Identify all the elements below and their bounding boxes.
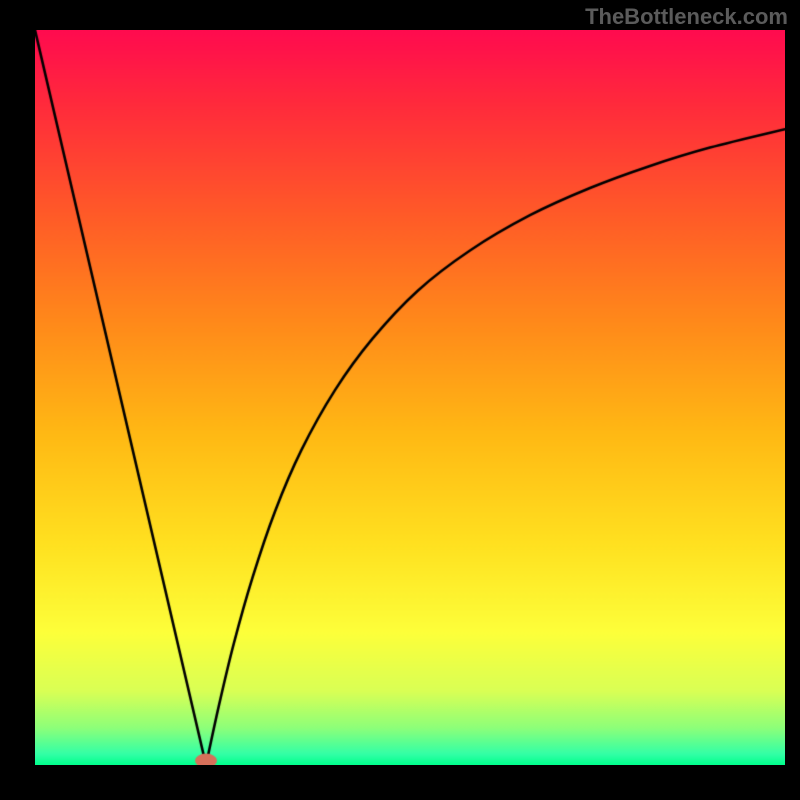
plot-area	[35, 30, 785, 765]
gradient-chart-canvas	[35, 30, 785, 765]
chart-frame: TheBottleneck.com	[0, 0, 800, 800]
watermark-text: TheBottleneck.com	[585, 4, 788, 30]
